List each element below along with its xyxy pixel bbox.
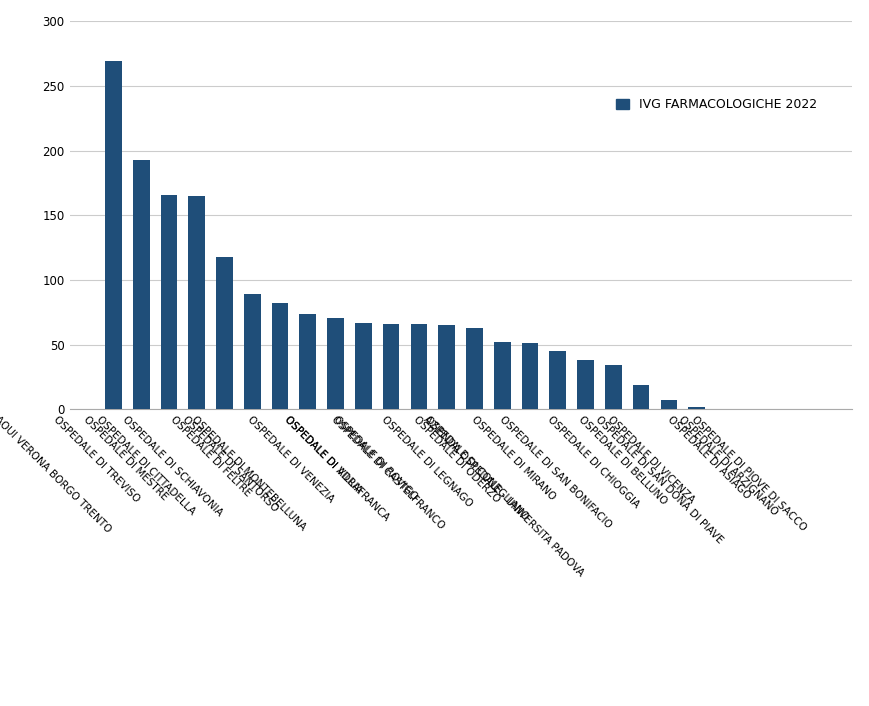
Bar: [660, 400, 677, 409]
Bar: [244, 294, 261, 409]
Bar: [272, 304, 289, 409]
Bar: [105, 61, 122, 409]
Bar: [466, 328, 483, 409]
Bar: [688, 407, 705, 409]
Legend: IVG FARMACOLOGICHE 2022: IVG FARMACOLOGICHE 2022: [611, 93, 822, 116]
Bar: [383, 324, 400, 409]
Bar: [521, 344, 538, 409]
Bar: [216, 257, 233, 409]
Bar: [133, 160, 149, 409]
Bar: [549, 352, 566, 409]
Bar: [633, 385, 649, 409]
Bar: [355, 323, 372, 409]
Bar: [494, 342, 511, 409]
Bar: [161, 195, 177, 409]
Bar: [577, 360, 594, 409]
Bar: [300, 313, 316, 409]
Bar: [328, 318, 344, 409]
Bar: [189, 196, 205, 409]
Bar: [438, 325, 455, 409]
Bar: [605, 366, 621, 409]
Bar: [410, 324, 428, 409]
